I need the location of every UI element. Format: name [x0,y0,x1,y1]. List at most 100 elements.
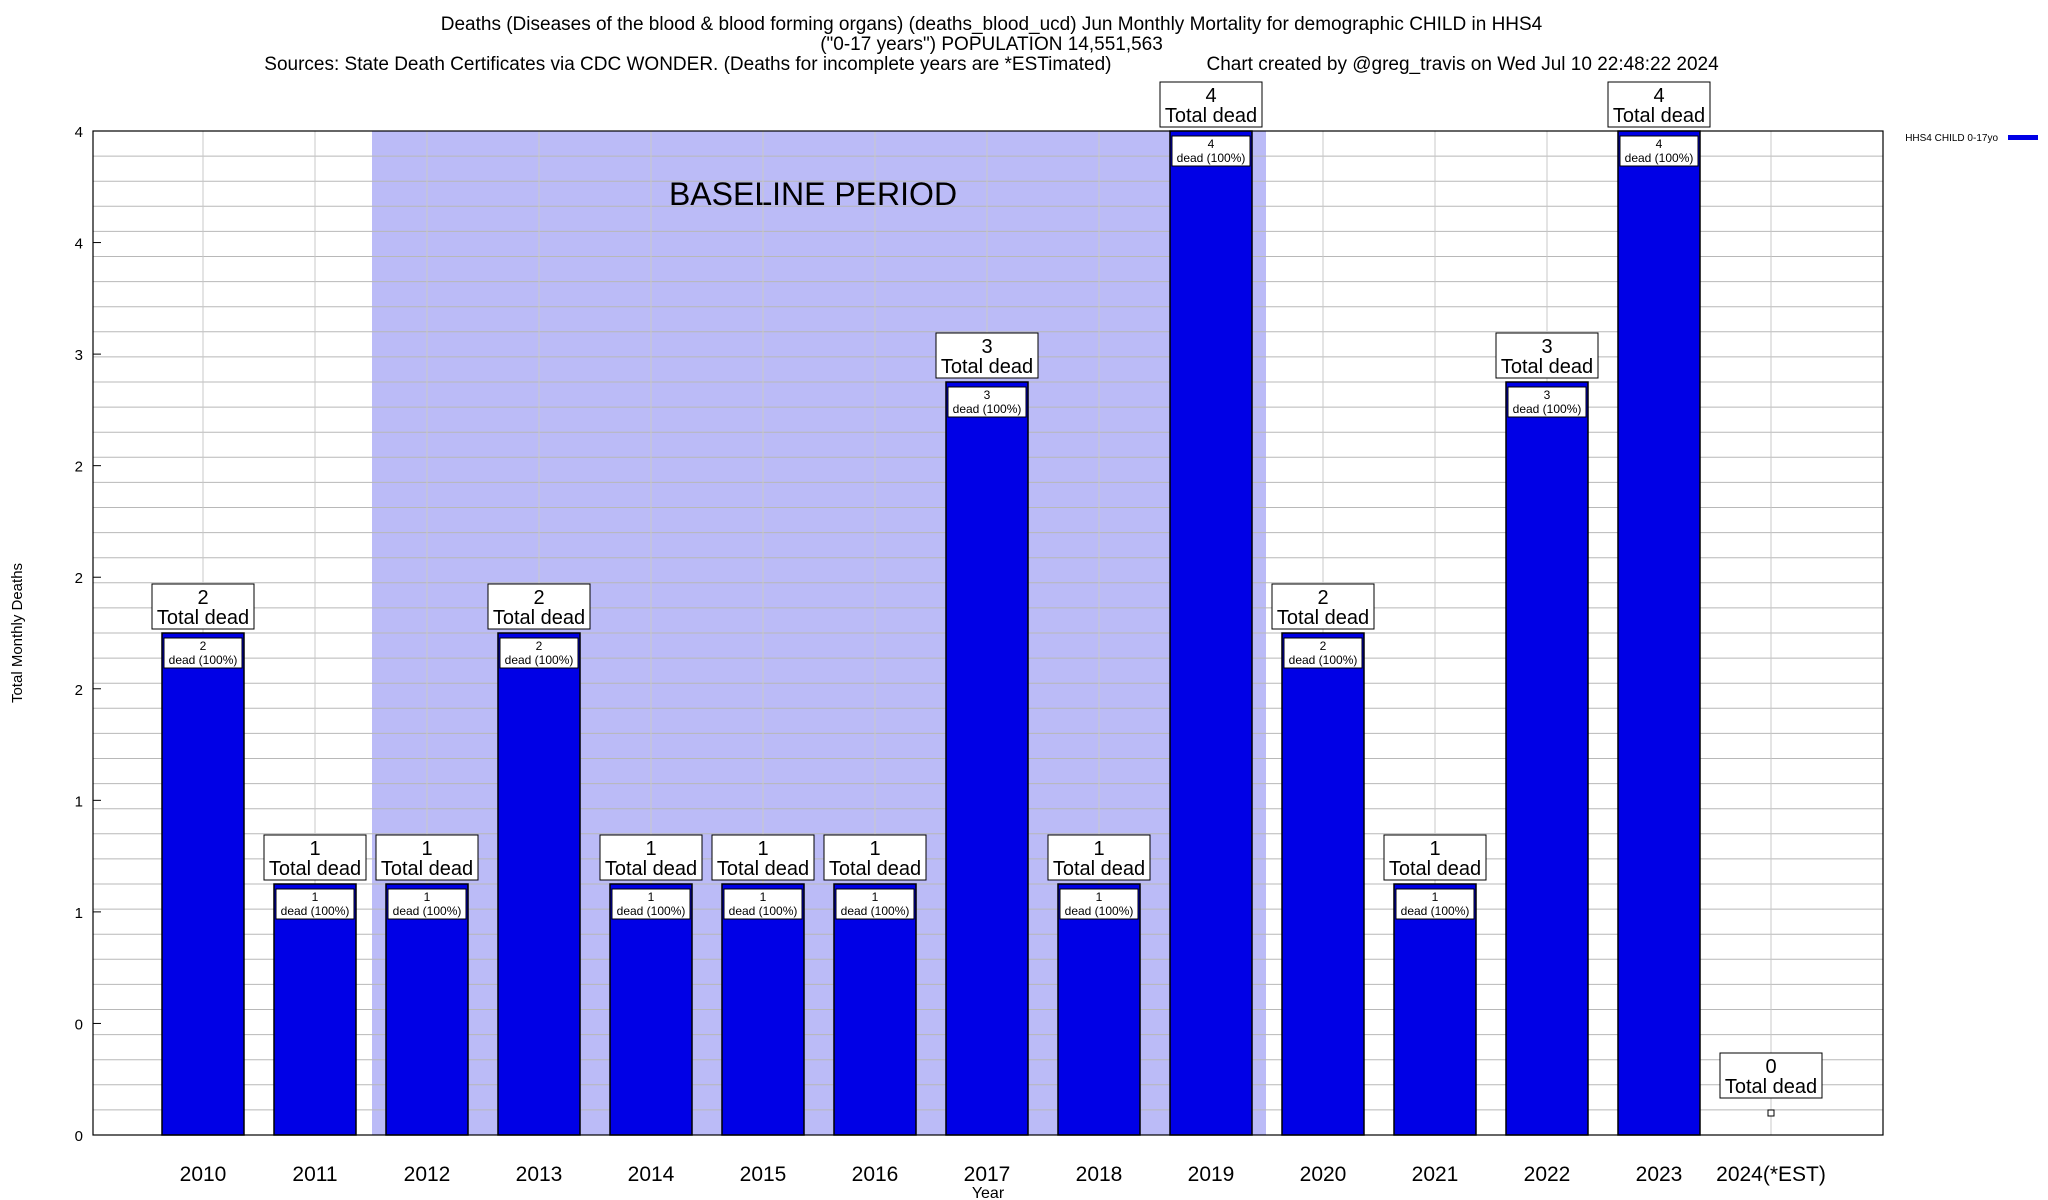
bar-inner-suffix: dead (100%) [841,904,910,918]
bar-inner-value: 1 [1432,890,1439,904]
bar-inner-label-box [1059,888,1139,920]
bar [833,883,917,1136]
x-tick-label: 2022 [1524,1163,1571,1186]
bar-inner-label-box [947,386,1027,418]
bar-inner-value: 1 [424,890,431,904]
bars [161,130,1775,1136]
chart-sources-line: Sources: State Death Certificates via CD… [0,54,1983,75]
x-tick-label: 2011 [292,1163,337,1186]
bar [1169,130,1253,1136]
bar [1057,883,1141,1136]
bar-inner-label-box [1507,386,1587,418]
bar-inner-suffix: dead (100%) [393,904,462,918]
bar [945,381,1029,1136]
y-tick-label: 2 [75,682,83,699]
y-tick-label: 4 [75,124,83,141]
legend: HHS4 CHILD 0-17yo [1905,133,2038,144]
bar [1617,130,1701,1136]
bar-total-label-box [1607,81,1711,128]
bar-inner-value: 1 [760,890,767,904]
y-tick-label: 1 [75,793,83,810]
bar-total-value: 1 [421,838,432,860]
bar-inner-value: 3 [984,388,991,402]
bar [609,883,693,1136]
bar-total-label-box [263,834,367,881]
bar-total-value: 1 [757,838,768,860]
bar-total-value: 3 [981,336,992,358]
y-tick-label: 2 [75,459,83,476]
bar [1393,883,1477,1136]
bar [497,632,581,1136]
bar-total-suffix: Total dead [1501,356,1593,378]
y-tick-label: 1 [75,905,83,922]
bar-inner-label-box [1619,135,1699,167]
bar-inner-suffix: dead (100%) [1177,151,1246,165]
x-tick-label: 2021 [1412,1163,1459,1186]
x-tick-label: 2016 [852,1163,899,1186]
bar-total-suffix: Total dead [1165,105,1257,127]
bar-total-suffix: Total dead [269,858,361,880]
bar-inner-value: 2 [536,639,543,653]
bar-inner-value: 4 [1656,137,1663,151]
bar-inner-label-box [163,637,243,669]
y-tick-label: 0 [75,1128,83,1145]
bar-inner-suffix: dead (100%) [281,904,350,918]
bar-total-suffix: Total dead [717,858,809,880]
bar-total-value: 1 [309,838,320,860]
bar-total-suffix: Total dead [941,356,1033,378]
bar-inner-value: 1 [312,890,319,904]
bar-inner-suffix: dead (100%) [1401,904,1470,918]
x-tick-label: 2014 [628,1163,675,1186]
axes: 2010 2011 2012 2013 2014 2015 2016 2017 2018 2019… [9,124,1884,1200]
chart-title: Deaths (Diseases of the blood & blood fo… [440,14,1543,35]
bar-total-value: 2 [1317,587,1328,609]
chart-subtitle: ("0-17 years") POPULATION 14,551,563 [820,34,1163,55]
bar-total-suffix: Total dead [1725,1076,1817,1098]
bar-total-value: 0 [1765,1056,1776,1078]
bar-total-value: 1 [645,838,656,860]
legend-label: HHS4 CHILD 0-17yo [1905,133,1998,144]
bar-total-value: 1 [869,838,880,860]
chart-credit: Chart created by @greg_travis on Wed Jul… [1206,54,1719,75]
bar-inner-value: 3 [1544,388,1551,402]
bar-total-value: 1 [1093,838,1104,860]
bar-total-label-box [1047,834,1151,881]
bar [161,632,245,1136]
bar-total-label-box [823,834,927,881]
bar-inner-suffix: dead (100%) [169,653,238,667]
bar-total-label-box [711,834,815,881]
bar-total-value: 3 [1541,336,1552,358]
bar-total-label-box [1495,332,1599,379]
bar-inner-value: 1 [1096,890,1103,904]
x-tick-label: 2024(*EST) [1716,1163,1826,1186]
x-tick-label: 2015 [740,1163,787,1186]
bar-total-label-box [935,332,1039,379]
bar-inner-value: 4 [1208,137,1215,151]
chart-sources: Sources: State Death Certificates via CD… [264,54,1112,75]
bar-total-value: 4 [1205,85,1216,107]
bar-inner-suffix: dead (100%) [1513,402,1582,416]
bar-inner-label-box [1171,135,1251,167]
bar-inner-label-box [835,888,915,920]
y-tick-label: 2 [75,570,83,587]
bar-inner-label-box [611,888,691,920]
bar-total-suffix: Total dead [1613,105,1705,127]
bar [721,883,805,1136]
bar-total-label-box [151,583,255,630]
bar-inner-value: 1 [872,890,879,904]
bar-total-value: 4 [1653,85,1664,107]
bar-inner-suffix: dead (100%) [1625,151,1694,165]
x-tick-label: 2020 [1300,1163,1347,1186]
bar-total-label-box [599,834,703,881]
plot-frame [92,130,1884,1136]
x-tick-label: 2013 [516,1163,563,1186]
bar-total-value: 2 [197,587,208,609]
bar-total-suffix: Total dead [605,858,697,880]
bar-total-label-box [375,834,479,881]
x-tick-label: 2012 [404,1163,451,1186]
bar-total-value: 2 [533,587,544,609]
bar-inner-value: 1 [648,890,655,904]
bar-inner-label-box [1283,637,1363,669]
